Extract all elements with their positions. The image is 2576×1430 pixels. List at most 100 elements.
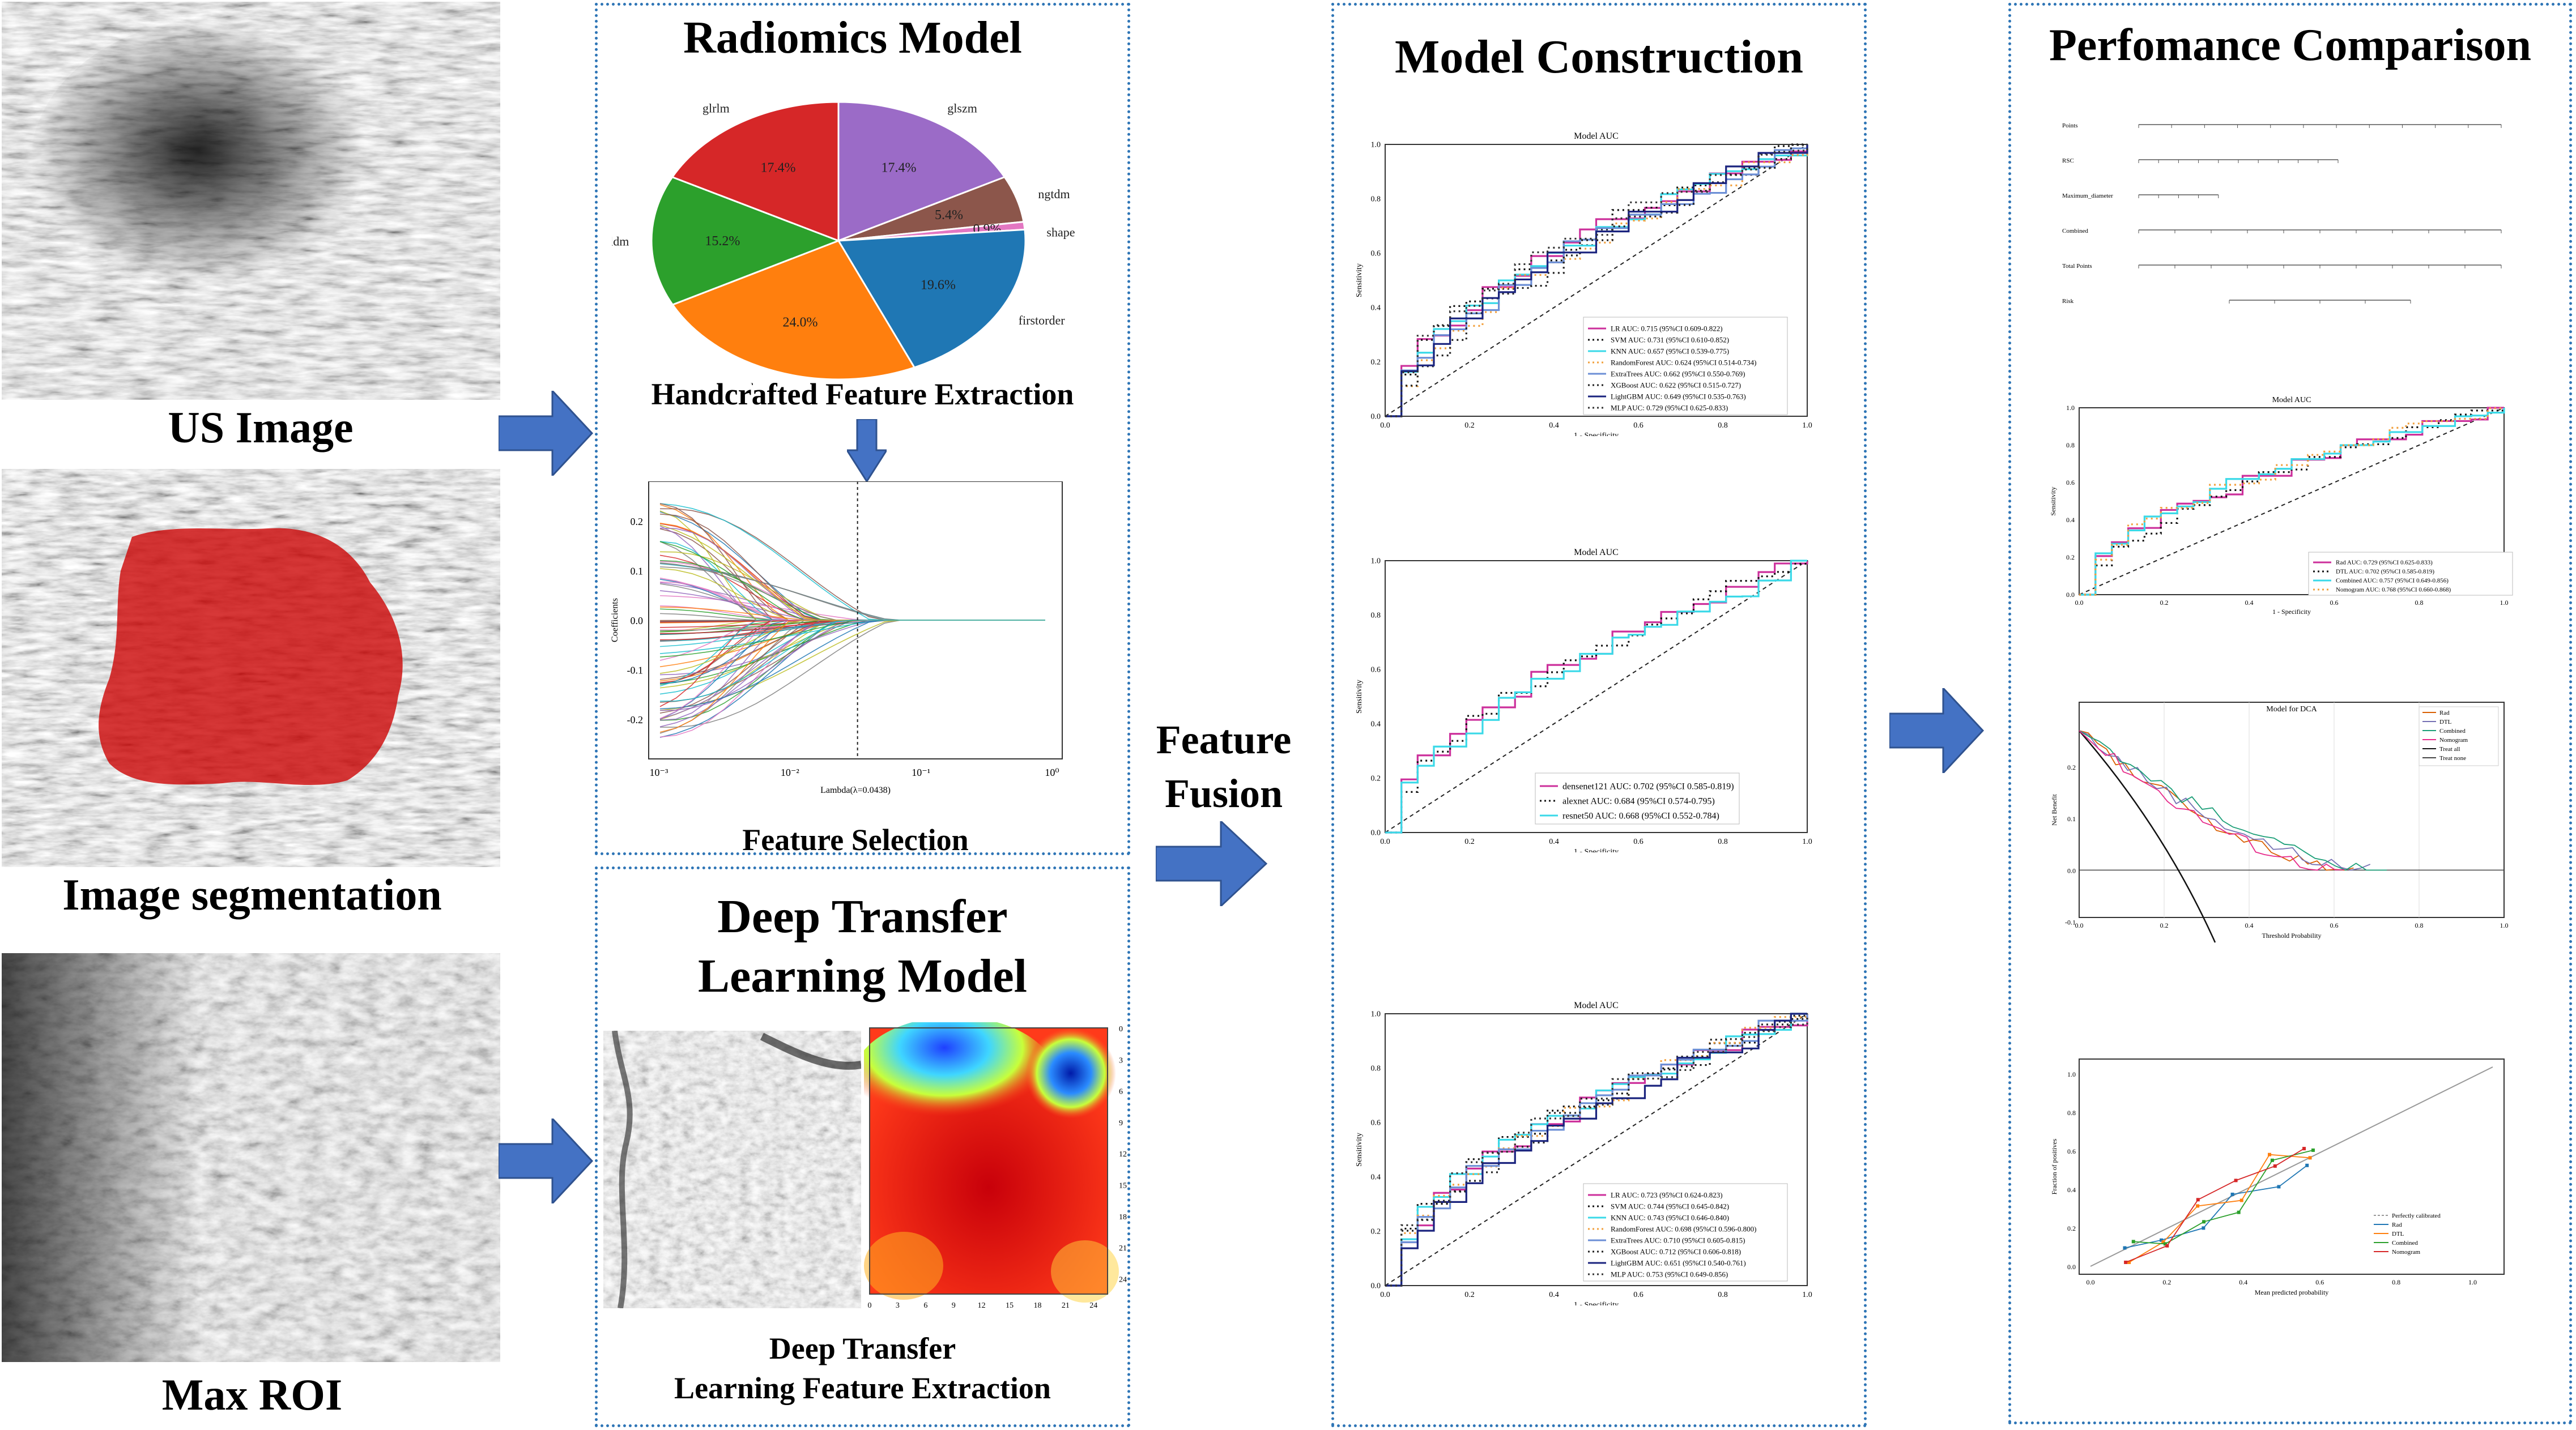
us-image-label: US Image xyxy=(168,403,354,452)
roc-xtick: 1.0 xyxy=(1802,838,1812,846)
comparison-auc-chart: Model AUC 0.00.0 0.2 0.2 0.4 0.4 0.6 0.6 0.8 0.8 1… xyxy=(2049,396,2513,616)
pie-pct-ngtdm: 5.4% xyxy=(935,208,963,223)
cal-legend-item: DTL xyxy=(2392,1231,2404,1237)
roc-curve xyxy=(1385,1014,1808,1287)
cal-xtick: 0.0 xyxy=(2087,1278,2095,1286)
dca-legend-item: Treat all xyxy=(2439,746,2460,753)
roc-curve xyxy=(1385,144,1808,417)
roc-xlabel: 1 - Specificity xyxy=(1574,432,1619,436)
roc-legend-item: ExtraTrees AUC: 0.710 (95%CI 0.605-0.815… xyxy=(1611,1236,1745,1244)
dca-legend-item: DTL xyxy=(2439,719,2452,725)
nomogram-row-label: Combined xyxy=(2062,228,2088,234)
roc-xtick: 0.2 xyxy=(2160,599,2169,607)
roc-legend-item: RandomForest AUC: 0.624 (95%CI 0.514-0.7… xyxy=(1611,358,1756,366)
pie-label-glszm: glszm xyxy=(947,101,977,116)
dtl-input-image xyxy=(603,1031,861,1308)
roc-xtick: 0.8 xyxy=(1718,838,1728,846)
nomogram-row-label: RSC xyxy=(2062,157,2074,164)
roc-curve xyxy=(1385,1014,1808,1287)
heatmap-tick: 0 xyxy=(1119,1025,1123,1034)
roc-ytick: 0.4 xyxy=(1371,304,1381,313)
dca-xtick: 0.8 xyxy=(2415,921,2424,929)
lasso-ytick: -0.2 xyxy=(627,714,644,725)
roc-ytick: 1.0 xyxy=(1371,1010,1381,1019)
roc-legend-item: MLP AUC: 0.753 (95%CI 0.649-0.856) xyxy=(1611,1270,1728,1278)
dca-xtick: 0.6 xyxy=(2330,921,2339,929)
heatmap-tick: 24 xyxy=(1089,1301,1097,1310)
roc-ytick: 1.0 xyxy=(1371,141,1381,150)
roc-xtick: 0.6 xyxy=(2330,599,2339,607)
roc-legend-item: densenet121 AUC: 0.702 (95%CI 0.585-0.81… xyxy=(1562,782,1734,791)
dca-legend-box xyxy=(2419,706,2499,766)
arrow-right-icon xyxy=(499,1119,594,1203)
lasso-path xyxy=(659,620,1045,702)
roc-legend-item: XGBoost AUC: 0.622 (95%CI 0.515-0.727) xyxy=(1611,381,1741,389)
heatmap-tick: 3 xyxy=(896,1301,900,1310)
roc-legend-item: Combined AUC: 0.757 (95%CI 0.649-0.856) xyxy=(2336,578,2449,584)
roc-chart-fusion: Model AUC 0.00.0 0.2 0.2 0.4 0.4 0.6 0.6 0.8 0.8 1… xyxy=(1355,1001,1812,1305)
lasso-ytick: 0.0 xyxy=(631,615,644,626)
roc-legend-item: Nomogram AUC: 0.768 (95%CI 0.660-0.868) xyxy=(2336,587,2451,594)
roc-xtick: 0.2 xyxy=(1464,1291,1475,1299)
lasso-ytick: -0.1 xyxy=(627,665,644,676)
roc-curve xyxy=(1385,1013,1807,1287)
cal-ytick: 0.0 xyxy=(2067,1263,2076,1271)
heatmap-warm-region xyxy=(1051,1240,1119,1303)
dtl-caption-line2: Learning Feature Extraction xyxy=(674,1371,1051,1405)
roc-xtick: 0.4 xyxy=(2245,599,2254,607)
pie-label-firstorder: firstorder xyxy=(1019,313,1066,327)
pie-slice-gldm xyxy=(650,176,841,306)
lasso-coefficient-plot: 0.2 0.1 0.0 -0.1 -0.2 10⁻³ 10⁻² 10⁻¹ 10⁰ Lambda(λ… xyxy=(610,481,1063,795)
roc-xtick: 0.0 xyxy=(1380,838,1390,846)
cal-xtick: 0.2 xyxy=(2162,1278,2171,1286)
nomogram-row-label: Risk xyxy=(2062,298,2074,305)
arrow-down-icon xyxy=(847,419,887,481)
us-image xyxy=(2,2,500,400)
roc-xtick: 0.8 xyxy=(1718,421,1728,430)
pie-label-ngtdm: ngtdm xyxy=(1038,187,1070,201)
roc-legend-item: SVM AUC: 0.731 (95%CI 0.610-0.852) xyxy=(1611,335,1729,344)
dca-xlabel: Threshold Probability xyxy=(2262,932,2322,940)
feature-selection-label: Feature Selection xyxy=(742,823,969,857)
construction-title: Model Construction xyxy=(1395,31,1803,83)
roc-legend-item: LR AUC: 0.715 (95%CI 0.609-0.822) xyxy=(1611,324,1723,332)
roc-diagonal xyxy=(2079,407,2505,595)
dca-legend-item: Combined xyxy=(2439,728,2466,735)
lasso-ytick: 0.1 xyxy=(631,566,644,577)
dca-treat-all xyxy=(2079,730,2216,943)
comparison-title: Perfomance Comparison xyxy=(2049,20,2531,70)
heatmap-tick: 9 xyxy=(1119,1119,1123,1128)
roc-ytick: 0.0 xyxy=(2066,591,2075,599)
heatmap-tick: 6 xyxy=(923,1301,927,1310)
cal-curve xyxy=(2133,1150,2314,1245)
nomogram-row-label: Total Points xyxy=(2062,263,2092,270)
roc-legend-item: SVM AUC: 0.744 (95%CI 0.645-0.842) xyxy=(1611,1202,1729,1210)
heatmap-frame xyxy=(869,1027,1108,1295)
roc-xlabel: 1 - Specificity xyxy=(1574,848,1619,852)
roc-xtick: 0.4 xyxy=(1549,1291,1559,1299)
heatmap-tick: 0 xyxy=(868,1301,872,1310)
cal-point xyxy=(2131,1240,2135,1244)
dca-xtick: 1.0 xyxy=(2500,921,2509,929)
roc-xtick: 0.0 xyxy=(1380,421,1390,430)
roc-legend-item: KNN AUC: 0.743 (95%CI 0.646-0.840) xyxy=(1611,1213,1729,1222)
roc-ytick: 1.0 xyxy=(1371,557,1381,566)
roc-xtick: 0.6 xyxy=(1633,421,1643,430)
cal-curve xyxy=(2124,1165,2307,1249)
segmentation-label: Image segmentation xyxy=(62,870,442,919)
roc-ytick: 1.0 xyxy=(2066,404,2075,412)
heatmap-tick: 21 xyxy=(1062,1301,1070,1310)
cal-xtick: 1.0 xyxy=(2468,1278,2477,1286)
dca-xtick: 0.2 xyxy=(2160,921,2169,929)
lasso-ylabel: Coefficients xyxy=(610,598,620,642)
pie-label-glcm: glcm xyxy=(744,381,769,385)
cal-point xyxy=(2311,1148,2315,1152)
pie-pct-glrlm: 17.4% xyxy=(761,160,796,175)
roc-ytick: 0.8 xyxy=(1371,1065,1381,1073)
heatmap-cool-region xyxy=(864,1022,1057,1141)
roc-xtick: 0.8 xyxy=(1718,1291,1728,1299)
roc-ytick: 0.2 xyxy=(2066,553,2075,561)
roc-legend-item: LightGBM AUC: 0.649 (95%CI 0.535-0.763) xyxy=(1611,392,1746,400)
cal-ytick: 1.0 xyxy=(2067,1070,2076,1078)
